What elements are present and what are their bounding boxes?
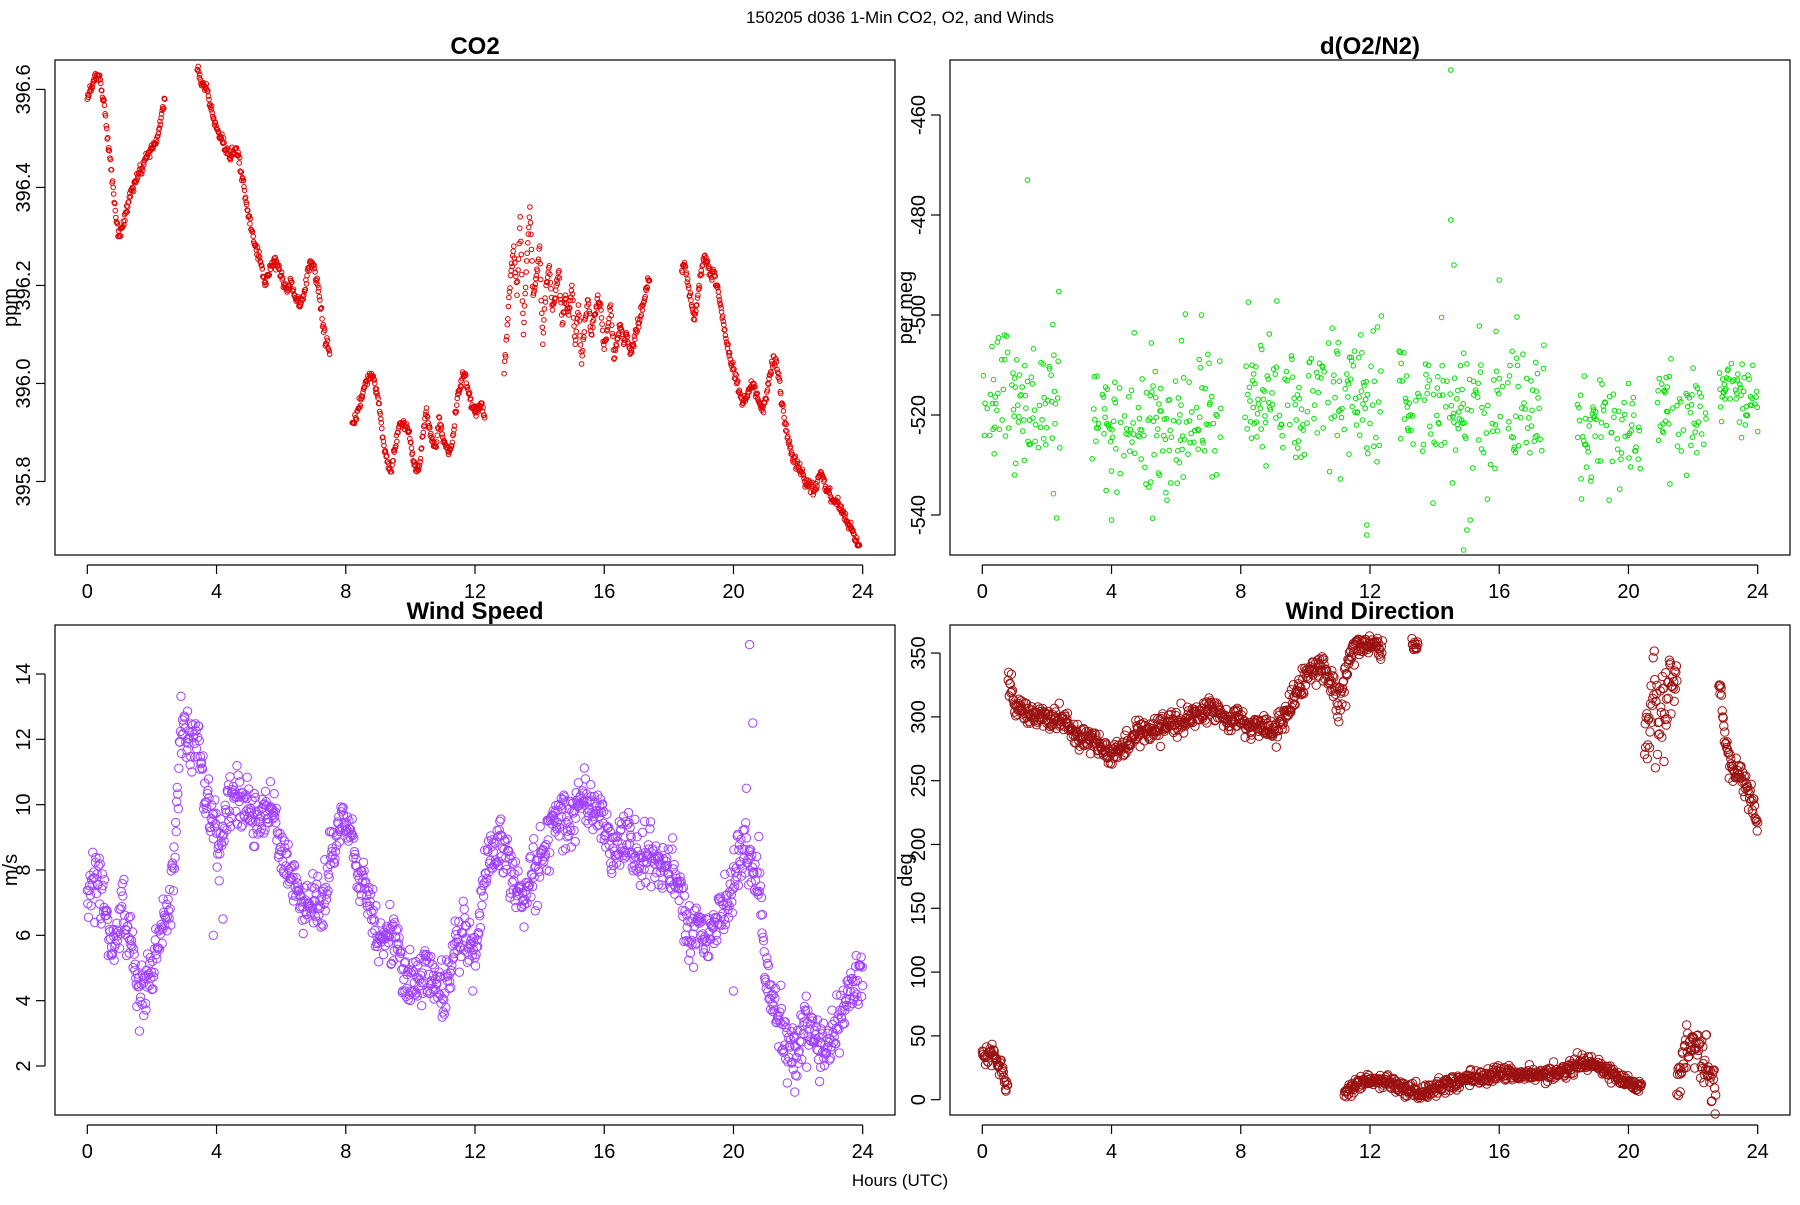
y-tick-label: 6 <box>13 930 35 941</box>
x-tick-label: 8 <box>340 1141 351 1163</box>
y-tick-label: 150 <box>908 892 930 925</box>
y-tick-label: 350 <box>908 636 930 669</box>
x-tick-label: 16 <box>1488 1141 1510 1163</box>
y-tick-label: 300 <box>908 700 930 733</box>
y-tick-label: 396.0 <box>13 358 35 408</box>
x-tick-label: 16 <box>1488 581 1510 603</box>
co2-ylabel: ppm <box>0 288 22 327</box>
x-tick-label: 0 <box>977 581 988 603</box>
y-tick-label: -520 <box>908 395 930 435</box>
x-tick-label: 8 <box>1235 581 1246 603</box>
y-tick-label: 4 <box>13 995 35 1006</box>
y-tick-label: 250 <box>908 764 930 797</box>
x-tick-label: 24 <box>1747 581 1769 603</box>
y-tick-label: 0 <box>908 1094 930 1105</box>
y-tick-label: 14 <box>13 663 35 685</box>
x-tick-label: 24 <box>1747 1141 1769 1163</box>
co2-title: CO2 <box>450 33 499 60</box>
y-tick-label: -540 <box>908 495 930 535</box>
x-tick-label: 4 <box>211 581 222 603</box>
x-tick-label: 16 <box>593 1141 615 1163</box>
o2n2-ylabel: per meg <box>895 271 917 344</box>
x-tick-label: 24 <box>852 1141 874 1163</box>
o2n2-title: d(O2/N2) <box>1320 33 1420 60</box>
x-tick-label: 16 <box>593 581 615 603</box>
y-tick-label: 50 <box>908 1025 930 1047</box>
x-tick-label: 4 <box>211 1141 222 1163</box>
x-tick-label: 24 <box>852 581 874 603</box>
x-tick-label: 4 <box>1106 1141 1117 1163</box>
y-tick-label: 100 <box>908 955 930 988</box>
wind-direction-title: Wind Direction <box>1285 598 1454 625</box>
y-tick-label: 2 <box>13 1060 35 1071</box>
y-tick-label: -480 <box>908 195 930 235</box>
wind-speed-ylabel: m/s <box>0 854 22 886</box>
x-tick-label: 12 <box>1359 1141 1381 1163</box>
x-tick-label: 20 <box>722 1141 744 1163</box>
x-tick-label: 20 <box>1617 581 1639 603</box>
x-tick-label: 20 <box>1617 1141 1639 1163</box>
figure-title: 150205 d036 1-Min CO2, O2, and Winds <box>746 8 1054 27</box>
x-tick-label: 0 <box>82 581 93 603</box>
y-tick-label: 12 <box>13 728 35 750</box>
figure-xlabel: Hours (UTC) <box>852 1171 948 1190</box>
y-tick-label: 396.6 <box>13 64 35 114</box>
y-tick-label: 396.4 <box>13 162 35 212</box>
y-tick-label: -460 <box>908 95 930 135</box>
y-tick-label: 395.8 <box>13 456 35 506</box>
wind-speed-title: Wind Speed <box>406 598 543 625</box>
wind-direction-ylabel: deg <box>895 853 917 886</box>
x-tick-label: 0 <box>977 1141 988 1163</box>
x-tick-label: 0 <box>82 1141 93 1163</box>
x-tick-label: 8 <box>1235 1141 1246 1163</box>
y-tick-label: 10 <box>13 794 35 816</box>
x-tick-label: 12 <box>464 1141 486 1163</box>
x-tick-label: 8 <box>340 581 351 603</box>
x-tick-label: 20 <box>722 581 744 603</box>
x-tick-label: 4 <box>1106 581 1117 603</box>
